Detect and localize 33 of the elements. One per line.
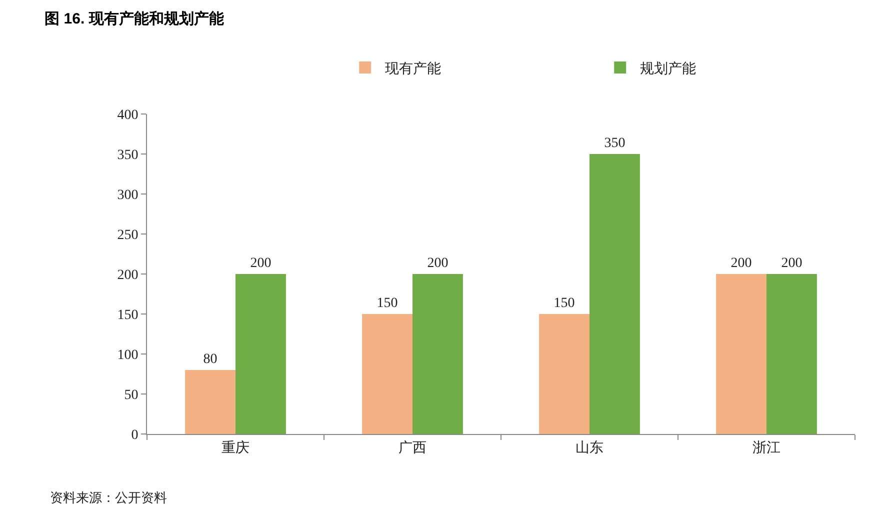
data-label: 200 [730,256,752,271]
data-label: 150 [554,296,575,311]
bar [716,274,766,434]
legend-label: 现有产能 [385,60,442,76]
data-label: 350 [604,136,626,151]
y-tick-label: 200 [117,268,138,283]
bar [539,314,590,434]
text: 资料来源：公开资料 [50,490,167,505]
bar [766,274,817,434]
bar [362,314,412,434]
y-tick-label: 0 [131,428,138,443]
x-tick-label: 浙江 [752,438,780,455]
chart-title: 图 16. 现有产能和规划产能 [44,10,225,28]
y-tick-label: 50 [124,388,138,403]
data-label: 200 [250,256,272,271]
data-label: 80 [203,352,218,367]
y-tick-label: 150 [117,308,138,323]
y-tick-label: 400 [117,108,138,123]
x-tick-label: 广西 [398,438,426,455]
x-tick-label: 重庆 [222,438,250,455]
x-tick-label: 山东 [576,438,604,455]
y-tick-label: 350 [117,148,138,163]
bar [236,274,286,434]
bar [412,274,463,434]
data-label: 200 [781,256,802,271]
legend-label: 规划产能 [640,60,696,76]
y-tick-label: 250 [117,228,138,243]
y-tick-label: 100 [117,348,138,363]
bar [590,154,640,434]
data-label: 200 [427,256,448,271]
data-label: 150 [376,296,398,311]
bar [185,370,236,434]
y-tick-label: 300 [117,188,138,203]
